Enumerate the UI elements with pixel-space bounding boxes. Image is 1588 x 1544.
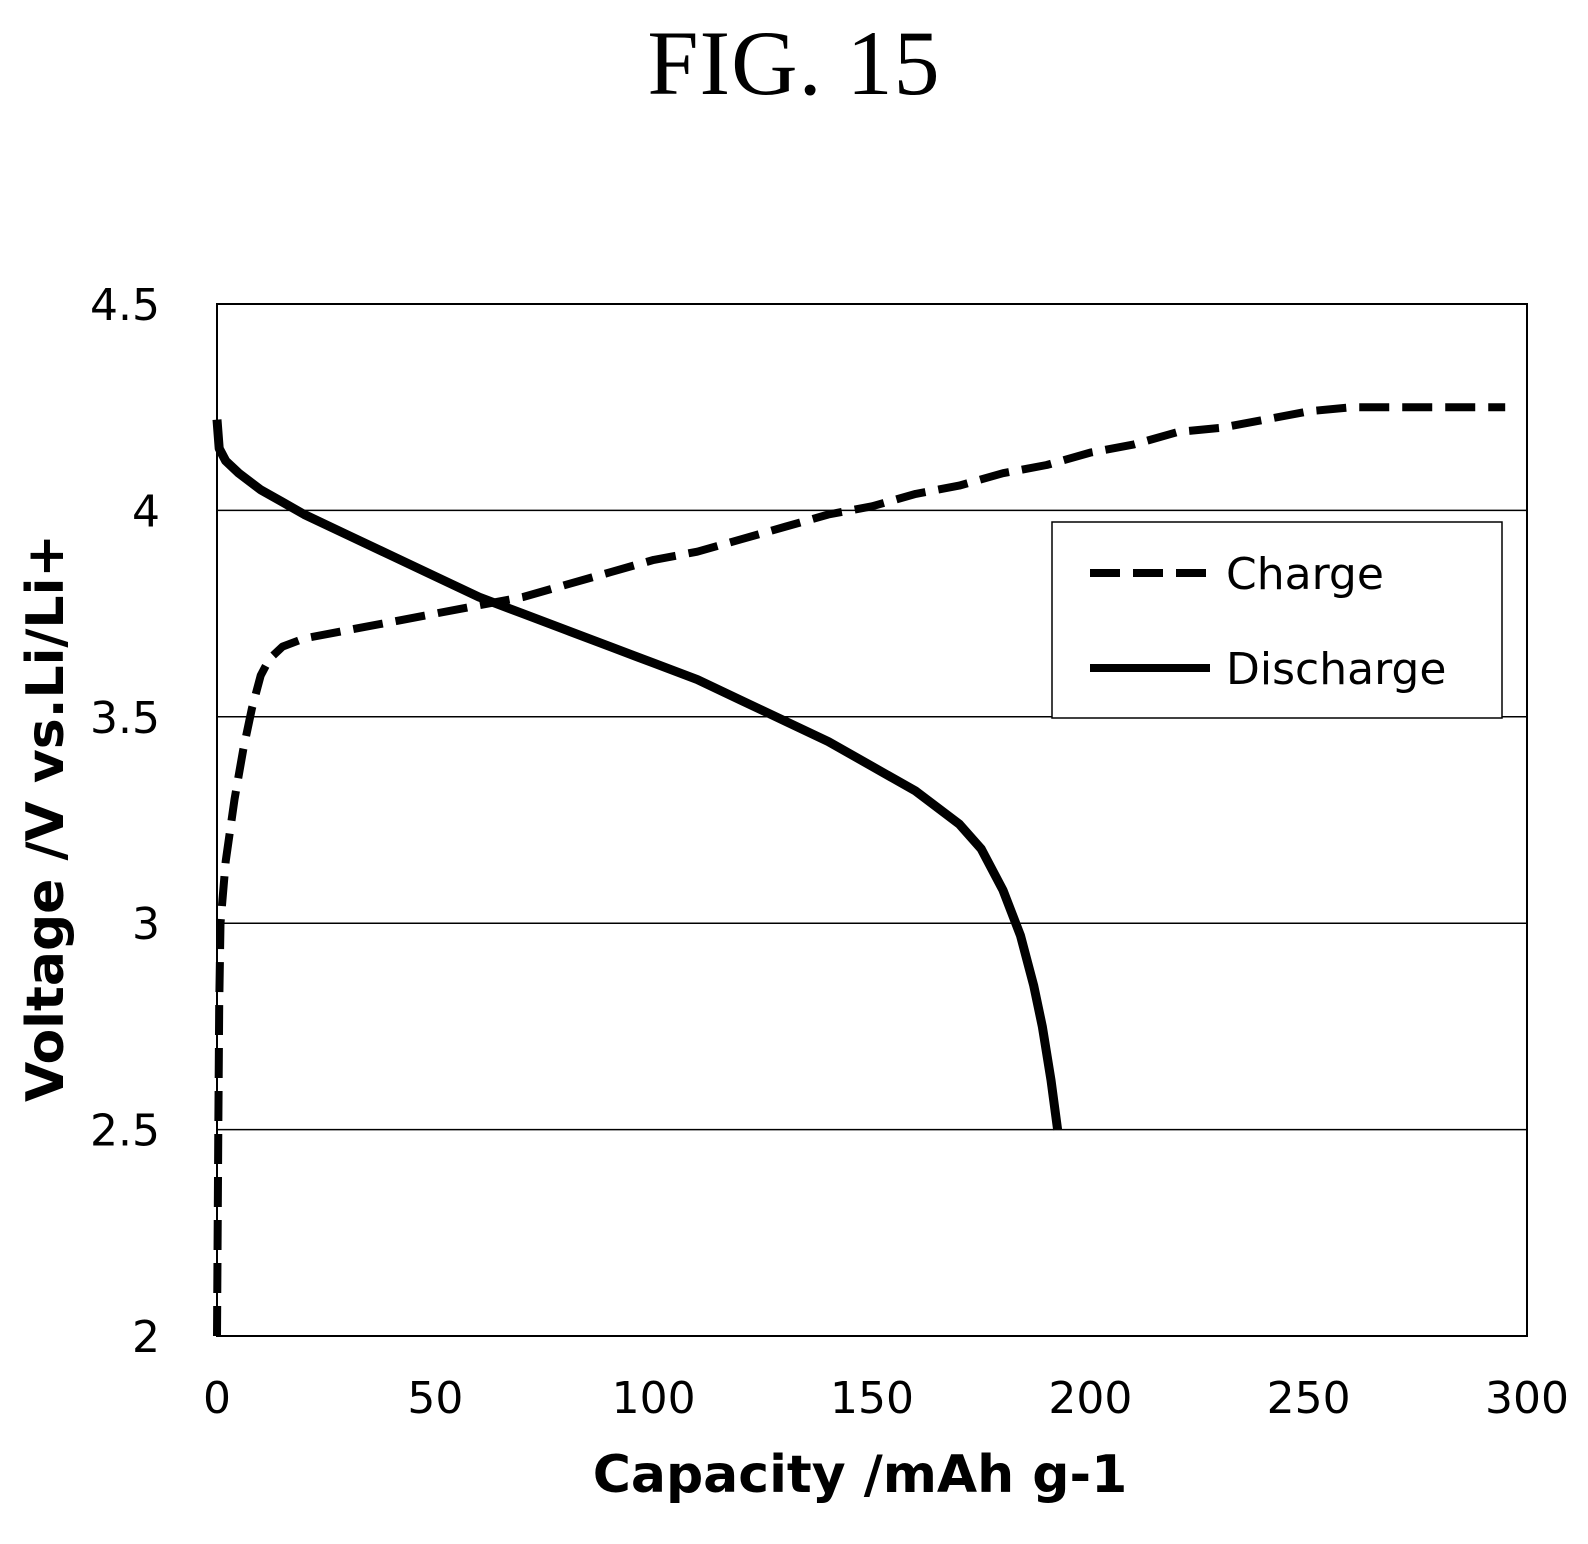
x-tick-label: 0 — [203, 1373, 231, 1424]
plot-frame — [216, 303, 1528, 1337]
series-line-discharge — [212, 419, 1063, 1131]
legend-box — [1051, 521, 1503, 719]
y-tick-label: 4 — [132, 486, 160, 537]
y-tick-label: 2.5 — [90, 1106, 160, 1157]
x-axis-title: Capacity /mAh g-1 — [593, 1445, 1128, 1505]
x-tick-label: 200 — [1048, 1373, 1132, 1424]
y-tick-label: 3 — [132, 899, 160, 950]
y-tick-label: 4.5 — [90, 280, 160, 331]
legend: Charge Discharge — [1051, 521, 1503, 719]
tick-labels: 2 2.5 3 3.5 4 4.5 0 50 100 150 200 250 300 — [90, 280, 1569, 1424]
x-tick-label: 250 — [1267, 1373, 1351, 1424]
x-tick-label: 50 — [407, 1373, 463, 1424]
y-axis-title: Voltage /V vs.Li/Li+ — [16, 534, 76, 1102]
legend-discharge-label: Discharge — [1226, 644, 1446, 695]
y-tick-label: 3.5 — [90, 693, 160, 744]
y-tick-label: 2 — [132, 1312, 160, 1363]
series-layer — [212, 403, 1506, 1337]
x-tick-label: 150 — [830, 1373, 914, 1424]
figure-label: FIG. 15 — [647, 12, 941, 114]
legend-charge-label: Charge — [1226, 549, 1384, 600]
series-line-charge — [213, 403, 1506, 1337]
x-tick-label: 100 — [612, 1373, 696, 1424]
x-tick-label: 300 — [1485, 1373, 1569, 1424]
